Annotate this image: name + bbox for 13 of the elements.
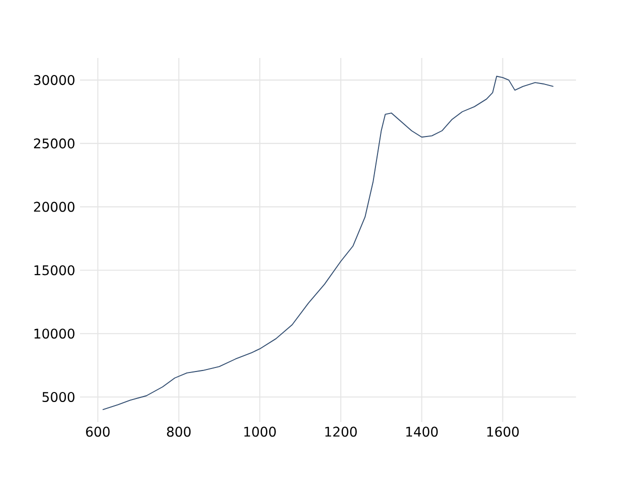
y-tick-label: 25000 [34, 138, 74, 148]
y-tick-label: 30000 [34, 75, 74, 86]
x-tick-label: 600 [86, 426, 110, 437]
y-tick-label: 5000 [42, 392, 74, 402]
line-series [102, 76, 554, 410]
x-tick-label: 1200 [325, 426, 357, 437]
x-tick-label: 1600 [487, 426, 519, 437]
y-tick-label: 15000 [34, 265, 74, 276]
x-tick-label: 800 [167, 426, 191, 437]
x-tick-label: 1400 [406, 426, 438, 437]
y-tick-label: 10000 [34, 328, 74, 339]
y-tick-label: 20000 [34, 202, 74, 212]
x-tick-label: 1000 [244, 426, 276, 437]
